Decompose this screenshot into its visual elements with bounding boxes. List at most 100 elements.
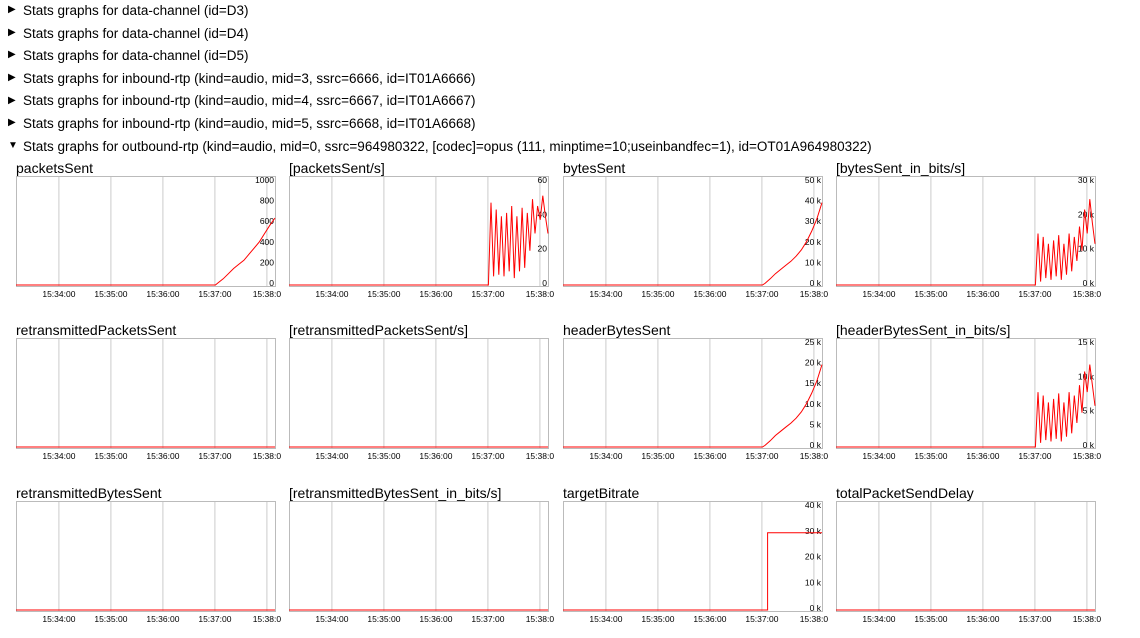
summary-label: Stats graphs for outbound-rtp (kind=audi… [23,138,872,154]
series-line [836,199,1096,286]
y-tick-label: 20 k [805,552,822,562]
stats-graph: bytesSent 15:34:00 15:35:00 15:36:00 15:37:0… [563,159,828,304]
time-tick-label: 15:36:00 [693,289,726,299]
graph-plot: 15:34:00 15:35:00 15:36:00 15:37:00 15:38:0 5… [563,175,828,299]
summary-label: Stats graphs for data-channel (id=D3) [23,3,249,18]
stats-summary-toggle[interactable]: ▶ Stats graphs for inbound-rtp (kind=audi… [8,113,872,136]
y-tick-label: 1000 [255,175,274,185]
time-tick-label: 15:35:00 [641,289,674,299]
plot-frame [563,338,823,449]
time-tick-label: 15:35:00 [914,451,947,461]
time-tick-label: 15:34:00 [589,614,622,624]
time-tick-label: 15:37:00 [198,289,231,299]
stats-graph: retransmittedBytesSent 15:34:00 15:35:00 15… [16,484,281,629]
series-line [289,195,549,286]
stats-summary-toggle[interactable]: ▶ Stats graphs for inbound-rtp (kind=audi… [8,90,872,113]
time-tick-label: 15:37:00 [471,289,504,299]
y-tick-label: 40 k [805,500,822,510]
y-tick-label: 0 [269,278,274,288]
graph-plot: 15:34:00 15:35:00 15:36:00 15:37:00 15:38:0 1… [16,175,281,299]
stats-graph: headerBytesSent 15:34:00 15:35:00 15:36:00 1… [563,321,828,466]
summary-label: Stats graphs for data-channel (id=D5) [23,48,249,64]
time-tick-label: 15:36:00 [146,451,179,461]
graph-title: [headerBytesSent_in_bits/s] [836,322,1011,338]
time-tick-label: 15:35:00 [367,614,400,624]
graph-title: [retransmittedBytesSent_in_bits/s] [289,485,502,501]
y-tick-label: 600 [260,216,274,226]
time-tick-label: 15:34:00 [589,451,622,461]
stats-graph: [retransmittedBytesSent_in_bits/s] 15:34:… [289,484,554,629]
time-tick-label: 15:37:00 [198,451,231,461]
time-tick-label: 15:36:00 [419,614,452,624]
stats-summary-toggle[interactable]: ▼ Stats graphs for outbound-rtp (kind=aud… [8,136,872,159]
time-tick-label: 15:38:0 [253,614,282,624]
y-tick-label: 200 [260,257,274,267]
graph-title: [bytesSent_in_bits/s] [836,160,966,176]
stats-graph: totalPacketSendDelay 15:34:00 15:35:00 15:3… [836,484,1101,629]
time-tick-label: 15:38:0 [253,451,282,461]
time-tick-label: 15:36:00 [146,614,179,624]
time-tick-label: 15:38:0 [253,289,282,299]
stats-summary-toggle[interactable]: ▶ Stats graphs for data-channel (id=D3) [8,0,872,23]
stats-summary-toggle[interactable]: ▶ Stats graphs for inbound-rtp (kind=audi… [8,68,872,91]
y-tick-label: 10 k [805,257,822,267]
time-tick-label: 15:34:00 [315,289,348,299]
plot-frame [836,501,1096,612]
time-tick-label: 15:35:00 [914,289,947,299]
time-tick-label: 15:34:00 [862,451,895,461]
time-tick-label: 15:36:00 [146,289,179,299]
stats-summary-toggle[interactable]: ▶ Stats graphs for data-channel (id=D4) [8,23,872,46]
plot-frame [563,501,823,612]
triangle-right-icon: ▶ [8,117,16,129]
time-tick-label: 15:37:00 [471,614,504,624]
time-tick-label: 15:35:00 [94,451,127,461]
triangle-right-icon: ▶ [8,71,16,83]
y-tick-label: 0 k [1083,278,1095,288]
plot-frame [16,501,276,612]
stats-graph: [retransmittedPacketsSent/s] 15:34:00 15:3… [289,321,554,466]
time-tick-label: 15:38:0 [800,289,829,299]
triangle-right-icon: ▶ [8,49,16,61]
graph-plot: 15:34:00 15:35:00 15:36:00 15:37:00 15:38:0 3… [836,175,1101,299]
time-tick-label: 15:34:00 [42,614,75,624]
time-tick-label: 15:36:00 [419,451,452,461]
series-line [16,217,276,286]
graph-title: bytesSent [563,160,626,176]
time-tick-label: 15:35:00 [94,289,127,299]
y-tick-label: 50 k [805,175,822,185]
graph-plot: 15:34:00 15:35:00 15:36:00 15:37:00 15:38:0 [289,501,554,624]
summary-label: Stats graphs for data-channel (id=D4) [23,25,249,41]
series-line [563,532,822,611]
series-line [563,202,823,286]
time-tick-label: 15:34:00 [862,289,895,299]
graph-plot: 15:34:00 15:35:00 15:36:00 15:37:00 15:38:0 [289,338,554,461]
y-tick-label: 10 k [1078,371,1095,381]
time-tick-label: 15:38:0 [1073,451,1102,461]
time-tick-label: 15:36:00 [966,614,999,624]
time-tick-label: 15:38:0 [526,451,555,461]
time-tick-label: 15:35:00 [641,614,674,624]
summary-label: Stats graphs for inbound-rtp (kind=audio… [23,115,476,131]
y-tick-label: 40 k [805,196,822,206]
summary-label: Stats graphs for inbound-rtp (kind=audio… [23,70,476,86]
triangle-right-icon: ▶ [8,94,16,106]
y-tick-label: 30 k [805,216,822,226]
graph-title: headerBytesSent [563,322,671,338]
y-tick-label: 5 k [810,419,822,429]
time-tick-label: 15:34:00 [42,289,75,299]
y-tick-label: 0 k [810,603,822,613]
y-tick-label: 400 [260,237,274,247]
time-tick-label: 15:37:00 [745,289,778,299]
series-line [836,364,1096,448]
y-tick-label: 30 k [1078,175,1095,185]
graph-plot: 15:34:00 15:35:00 15:36:00 15:37:00 15:38:0 2… [563,337,828,461]
stats-summary-toggle[interactable]: ▶ Stats graphs for data-channel (id=D5) [8,45,872,68]
stats-graph: [bytesSent_in_bits/s] 15:34:00 15:35:00 15:… [836,159,1101,304]
graph-plot: 15:34:00 15:35:00 15:36:00 15:37:00 15:38:0 4… [563,500,828,624]
y-tick-label: 40 [538,209,548,219]
triangle-down-icon: ▼ [8,139,18,151]
graph-plot: 15:34:00 15:35:00 15:36:00 15:37:00 15:38:0 [16,501,281,624]
time-tick-label: 15:38:0 [800,614,829,624]
plot-frame [836,338,1096,449]
triangle-right-icon: ▶ [8,26,16,38]
